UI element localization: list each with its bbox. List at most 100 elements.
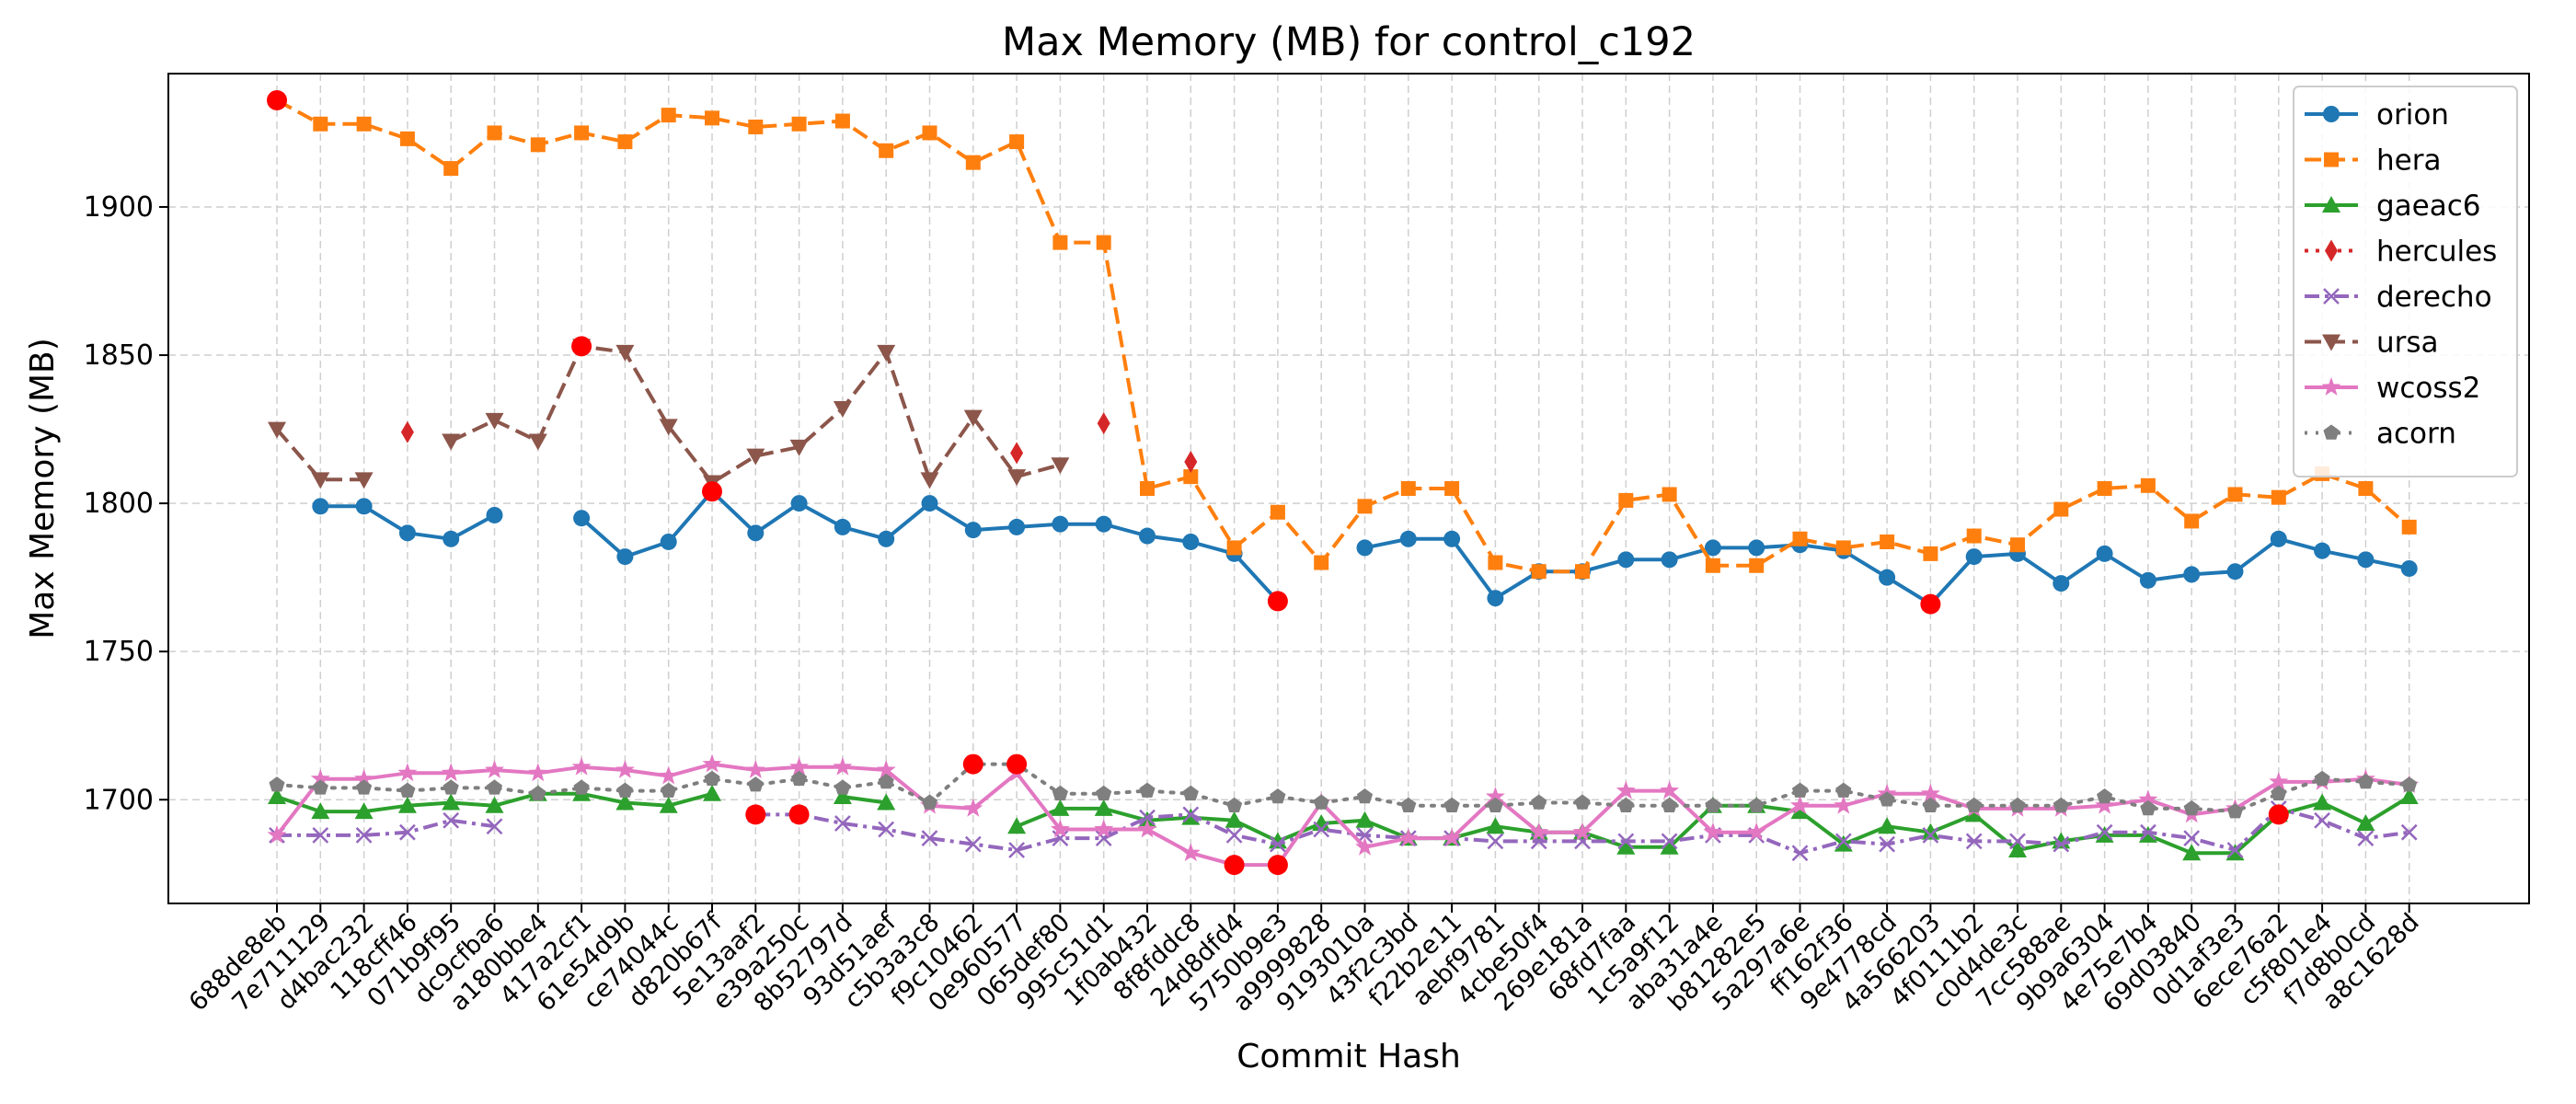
data-point-hera	[1531, 564, 1547, 580]
data-point-hera	[965, 155, 981, 170]
data-point-gaeac6	[268, 788, 286, 805]
data-point-orion	[1052, 515, 1069, 533]
data-point-hera	[574, 125, 590, 141]
legend-label: gaeac6	[2376, 190, 2481, 223]
data-point-derecho	[1225, 827, 1243, 844]
data-point-acorn	[704, 770, 720, 786]
data-point-ursa	[1007, 469, 1027, 487]
data-point-gaeac6	[1225, 811, 1244, 828]
data-point-wcoss2	[1050, 819, 1070, 838]
data-point-acorn	[399, 782, 416, 798]
legend-entry-wcoss2: wcoss2	[2305, 372, 2480, 405]
data-point-gaeac6	[1486, 817, 1505, 834]
legend-entry-hercules: hercules	[2305, 236, 2497, 269]
y-tick-label: 1700	[84, 784, 154, 816]
data-point-orion	[1704, 539, 1721, 557]
highlighted-point	[571, 336, 592, 357]
data-point-wcoss2	[310, 768, 330, 788]
data-point-orion	[486, 506, 503, 523]
data-point-gaeac6	[877, 793, 896, 811]
data-point-acorn	[2226, 803, 2244, 819]
data-point-wcoss2	[789, 756, 810, 776]
data-point-acorn	[573, 779, 590, 795]
data-point-derecho	[2183, 830, 2201, 847]
data-point-orion	[616, 548, 634, 566]
grid-lines	[168, 74, 2529, 903]
data-point-gaeac6	[1616, 837, 1636, 855]
data-point-orion	[1139, 527, 1156, 545]
data-point-acorn	[356, 779, 373, 795]
data-point-derecho	[399, 823, 416, 841]
data-point-hera	[1314, 555, 1329, 570]
data-point-wcoss2	[1703, 822, 1723, 841]
data-point-orion	[1748, 539, 1765, 557]
data-point-ursa	[615, 344, 635, 362]
data-point-hera	[879, 143, 894, 158]
data-point-derecho	[2314, 811, 2330, 829]
x-axis-title: Commit Hash	[1236, 1038, 1461, 1075]
data-point-wcoss2	[1616, 780, 1636, 799]
data-point-hera	[705, 110, 719, 126]
data-point-orion	[1182, 533, 1200, 550]
data-point-hera	[834, 113, 850, 129]
data-point-acorn	[530, 785, 546, 801]
data-point-ursa	[354, 472, 374, 489]
legend-swatch-marker	[2322, 334, 2340, 351]
data-point-hera	[791, 116, 807, 132]
data-point-acorn	[2009, 797, 2026, 812]
data-point-gaeac6	[2399, 788, 2419, 805]
data-point-wcoss2	[963, 798, 983, 817]
data-point-wcoss2	[1355, 836, 1374, 856]
series-line-gaeac6	[842, 795, 887, 805]
data-point-orion	[1617, 551, 1635, 569]
data-point-orion	[312, 498, 329, 515]
data-point-hercules	[1010, 442, 1024, 465]
data-point-gaeac6	[2313, 793, 2332, 811]
series-line-ursa	[450, 344, 1061, 485]
data-point-orion	[355, 498, 373, 515]
highlighted-point	[702, 481, 722, 502]
data-point-hera	[313, 116, 328, 132]
data-point-acorn	[1966, 797, 1983, 812]
data-point-acorn	[1835, 782, 1852, 798]
data-point-gaeac6	[1790, 802, 1810, 820]
data-point-wcoss2	[441, 763, 461, 782]
legend-swatch-marker	[2323, 424, 2340, 440]
data-point-derecho	[1095, 830, 1112, 847]
data-point-acorn	[2053, 797, 2069, 812]
data-point-acorn	[1096, 785, 1112, 801]
data-point-derecho	[1834, 833, 1852, 850]
data-point-wcoss2	[745, 760, 765, 778]
data-point-ursa	[442, 433, 461, 451]
data-point-orion	[964, 522, 982, 539]
data-point-gaeac6	[1312, 814, 1331, 832]
data-point-acorn	[1748, 797, 1765, 812]
legend-swatch-marker	[2321, 377, 2341, 396]
data-point-acorn	[747, 776, 764, 792]
data-point-orion	[443, 530, 460, 547]
data-point-acorn	[1270, 788, 1286, 804]
data-point-derecho	[1487, 833, 1504, 850]
data-point-orion	[2096, 545, 2113, 562]
data-point-derecho	[1791, 845, 1809, 862]
legend-entry-hera: hera	[2305, 144, 2441, 178]
data-point-gaeac6	[1660, 837, 1679, 855]
highlighted-point	[267, 89, 287, 110]
data-point-ursa	[268, 421, 286, 439]
data-point-derecho	[2226, 842, 2244, 858]
data-point-acorn	[661, 782, 677, 798]
data-point-hera	[1226, 540, 1242, 556]
data-point-orion	[878, 530, 895, 547]
highlighted-point	[1267, 591, 1288, 612]
data-point-derecho	[878, 821, 895, 838]
data-point-hera	[1357, 499, 1373, 514]
data-point-wcoss2	[267, 824, 287, 844]
data-point-hera	[1662, 487, 1677, 502]
highlighted-point	[962, 753, 983, 775]
data-point-wcoss2	[2269, 771, 2289, 790]
data-point-orion	[1661, 551, 1678, 569]
data-point-wcoss2	[702, 753, 722, 773]
series-layer	[267, 92, 2420, 873]
data-point-ursa	[1051, 457, 1070, 475]
